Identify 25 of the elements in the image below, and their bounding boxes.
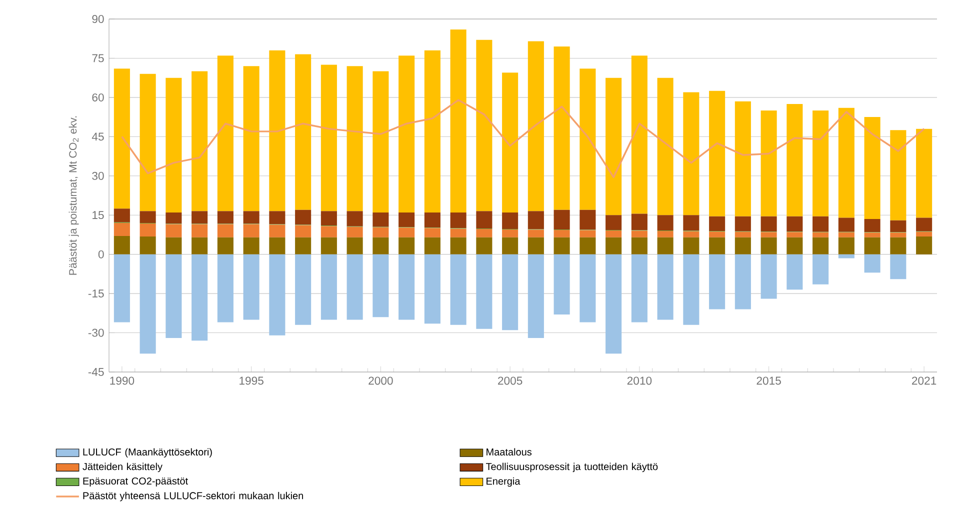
legend-label: Maatalous [486, 448, 532, 456]
y-tick-label: 60 [92, 93, 104, 102]
y-tick-label: -15 [88, 290, 104, 298]
legend-label: Teollisuusprosessit ja tuotteiden käyttö [486, 462, 658, 472]
y-axis-title: Päästöt ja poistumat, Mt CO$_{2}$ ekv. [68, 116, 79, 275]
y-tick-label: 0 [98, 250, 104, 258]
y-tick-label: 15 [92, 211, 104, 220]
legend-label: Epäsuorat CO2-päästöt [83, 477, 188, 487]
x-tick-label: 2005 [498, 376, 522, 385]
legend-label: Päästöt yhteensä LULUCF-sektori mukaan lukien [83, 492, 303, 502]
y-tick-label: 30 [92, 172, 104, 180]
y-tick-label: -30 [88, 328, 104, 337]
x-tick-label: 2015 [756, 376, 781, 385]
x-tick-label: 2000 [368, 376, 393, 385]
x-tick-label: 2010 [627, 376, 652, 385]
y-tick-label: -45 [88, 368, 104, 376]
x-tick-label: 2021 [912, 376, 936, 385]
y-tick-label: 90 [92, 15, 104, 24]
x-tick-label: 1995 [240, 376, 264, 385]
legend-label: Jätteiden käsittely [82, 462, 162, 472]
y-tick-label: 45 [92, 132, 104, 141]
legend-label: LULUCF (Maankäyttösektori) [83, 448, 212, 458]
y-tick-label: 75 [92, 54, 104, 62]
x-tick-label: 1990 [110, 376, 134, 385]
legend-label: Energia [486, 477, 520, 487]
